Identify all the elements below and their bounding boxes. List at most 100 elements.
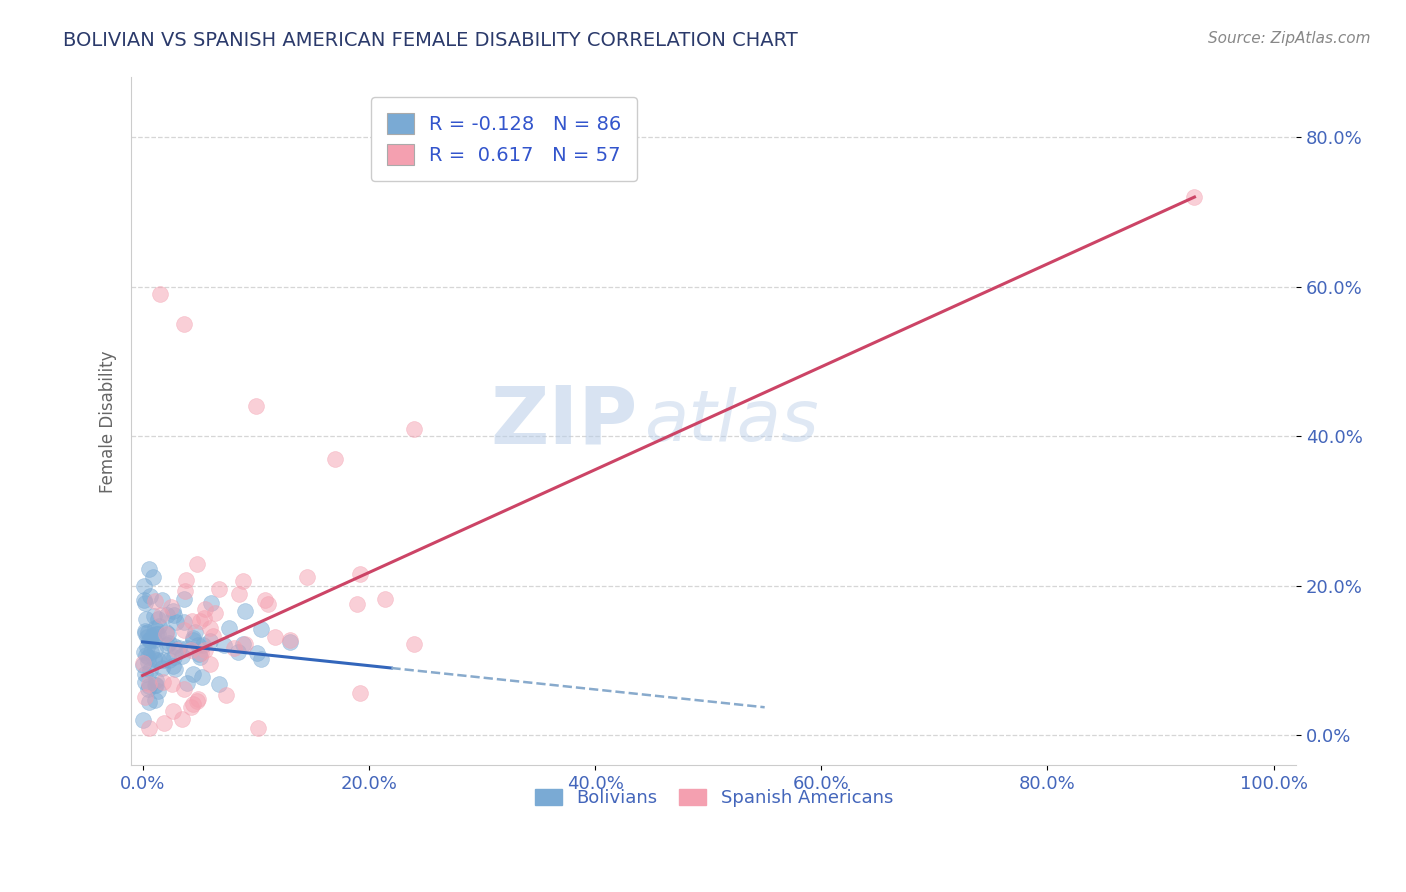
Point — [297, 570, 319, 584]
Point — [173, 592, 195, 607]
Point — [402, 422, 425, 436]
Legend: Bolivians, Spanish Americans: Bolivians, Spanish Americans — [527, 782, 900, 814]
Point — [143, 608, 166, 623]
Point — [146, 626, 169, 640]
Point — [198, 633, 221, 648]
Point — [132, 578, 155, 592]
Point — [188, 650, 211, 665]
Point — [134, 666, 156, 681]
Point — [181, 631, 204, 645]
Point — [157, 652, 180, 666]
Point — [187, 648, 209, 662]
Point — [155, 627, 177, 641]
Point — [181, 698, 204, 712]
Point — [181, 614, 204, 628]
Point — [194, 602, 217, 616]
Point — [150, 661, 173, 675]
Point — [132, 713, 155, 727]
Point — [134, 593, 156, 607]
Point — [218, 621, 240, 635]
Point — [204, 606, 226, 620]
Point — [155, 625, 177, 640]
Point — [173, 624, 195, 638]
Point — [136, 681, 159, 696]
Point — [156, 638, 179, 652]
Point — [146, 684, 169, 698]
Point — [162, 705, 184, 719]
Point — [136, 655, 159, 669]
Point — [160, 677, 183, 691]
Point — [201, 629, 224, 643]
Point — [190, 646, 212, 660]
Point — [349, 566, 371, 581]
Point — [402, 637, 425, 651]
Point — [162, 607, 184, 622]
Point — [235, 637, 257, 651]
Point — [138, 695, 160, 709]
Point — [143, 642, 166, 657]
Point — [194, 643, 217, 657]
Point — [212, 638, 235, 652]
Point — [131, 656, 153, 670]
Point — [173, 584, 195, 599]
Point — [142, 632, 165, 647]
Point — [145, 678, 167, 692]
Point — [349, 686, 371, 700]
Point — [136, 624, 159, 639]
Point — [135, 611, 157, 625]
Y-axis label: Female Disability: Female Disability — [100, 350, 117, 492]
Point — [139, 632, 162, 647]
Point — [139, 644, 162, 658]
Point — [198, 657, 221, 672]
Point — [163, 649, 186, 664]
Point — [176, 676, 198, 690]
Point — [134, 674, 156, 689]
Point — [162, 658, 184, 673]
Point — [264, 630, 287, 644]
Text: BOLIVIAN VS SPANISH AMERICAN FEMALE DISABILITY CORRELATION CHART: BOLIVIAN VS SPANISH AMERICAN FEMALE DISA… — [63, 31, 799, 50]
Point — [208, 677, 231, 691]
Point — [174, 573, 197, 587]
Point — [186, 694, 208, 708]
Point — [346, 597, 368, 611]
Point — [181, 667, 204, 681]
Point — [138, 562, 160, 576]
Point — [134, 645, 156, 659]
Point — [139, 663, 162, 677]
Point — [193, 611, 215, 625]
Point — [200, 596, 222, 610]
Point — [150, 592, 173, 607]
Point — [208, 582, 231, 596]
Point — [186, 557, 208, 571]
Point — [170, 712, 193, 726]
Point — [142, 570, 165, 584]
Point — [143, 620, 166, 634]
Point — [278, 632, 301, 647]
Point — [148, 287, 170, 301]
Point — [162, 604, 184, 618]
Point — [245, 400, 267, 414]
Point — [156, 608, 179, 623]
Point — [228, 587, 250, 601]
Point — [134, 624, 156, 639]
Point — [191, 670, 214, 684]
Point — [169, 640, 191, 655]
Point — [163, 639, 186, 653]
Point — [232, 574, 254, 589]
Point — [165, 615, 187, 629]
Point — [160, 600, 183, 615]
Point — [173, 317, 195, 331]
Point — [233, 604, 256, 618]
Point — [138, 721, 160, 735]
Point — [193, 638, 215, 652]
Point — [134, 626, 156, 640]
Point — [226, 645, 249, 659]
Point — [184, 624, 207, 639]
Point — [214, 688, 236, 702]
Point — [176, 641, 198, 656]
Point — [148, 612, 170, 626]
Point — [166, 643, 188, 657]
Point — [156, 626, 179, 640]
Point — [134, 596, 156, 610]
Point — [257, 598, 280, 612]
